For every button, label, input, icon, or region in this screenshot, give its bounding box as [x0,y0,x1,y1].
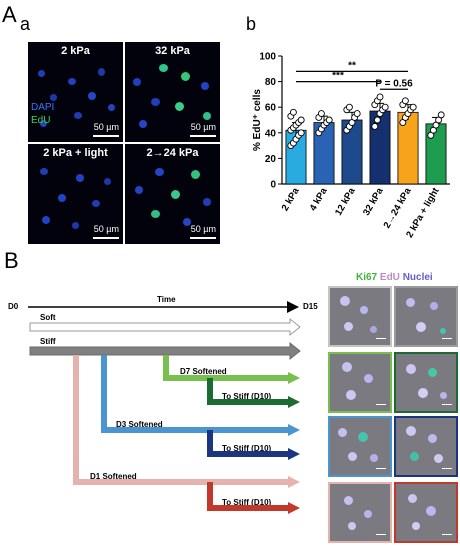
d1-to-stiff-arrow [288,502,300,514]
x-tick-label: 32 kPa [361,185,386,217]
nuclei-label: Nuclei [402,272,433,283]
edu-bar-chart: 0 20 40 60 80 100 % EdU⁺ cells 2 kPa 4 kPa 12 kPa… [252,52,450,240]
y-tick-label: 60 [265,103,277,114]
y-tick-label: 20 [265,154,277,165]
significance-label: *** [332,71,344,82]
legend-dapi: DAPI [31,102,55,113]
data-point [317,110,325,118]
micro-title: 2 kPa + light [43,147,108,159]
data-point [297,129,305,137]
panel-a-sub-a: a [20,14,31,34]
micro-title: 2 kPa [61,45,90,57]
data-point [297,116,305,124]
scale-label: 50 µm [93,122,119,132]
scale-label: 50 µm [190,122,216,132]
significance-label: P = 0.56 [375,78,413,89]
image-d1-to-stiff [394,482,458,543]
image-d7-to-stiff [394,352,458,413]
scale-bar [190,237,216,239]
scale-label: 50 µm [93,224,119,234]
panel-b-letter: B [4,248,19,273]
scale-bar [93,237,119,239]
data-point [373,116,381,124]
x-tick-label: 2 kPa [280,185,302,213]
edu-label: EdU [379,272,400,283]
x-tick-label: 2→24 kPa [382,185,414,230]
micro-title: 32 kPa [155,45,190,57]
panel-a-letter: A [2,2,17,27]
data-point [289,108,297,116]
micro-2kpa-light: 2 kPa + light 50 µm [28,144,123,244]
data-point [345,103,353,111]
d7-to-stiff-arrow [288,396,300,408]
x-tick-label: 12 kPa [333,185,358,217]
d1-to-stiff-label: To Stiff (D10) [222,498,272,507]
significance-label: ** [348,60,356,71]
data-point [437,111,445,119]
data-point [325,116,333,124]
y-tick-label: 80 [265,77,277,88]
micro-title: 2→24 kPa [146,147,199,159]
soft-arrow [29,317,301,337]
image-d1-softened [328,482,392,543]
panel-a-sub-b: b [246,14,257,34]
d7-softened-label: D7 Softened [180,367,227,376]
y-tick-label: 40 [265,128,277,139]
data-point [409,103,417,111]
data-point [371,122,379,130]
data-point [401,97,409,105]
x-tick-label: 4 kPa [308,185,330,213]
image-d3-to-stiff [394,416,458,477]
scale-bar [93,135,119,137]
d3-to-stiff-arrow [288,448,300,460]
d7-softened-arrow [288,372,300,384]
d3-softened-arrow [288,424,300,436]
y-tick-label: 100 [259,52,276,63]
y-axis-label: % EdU⁺ cells [252,89,263,151]
micro-2kpa: 2 kPa DAPI EdU 50 µm [28,42,123,142]
y-tick-label: 0 [270,180,276,191]
time-label: Time [157,295,176,304]
time-start-label: D0 [8,302,19,311]
stiff-label: Stiff [40,337,56,346]
scale-label: 50 µm [190,224,216,234]
micro-2-to-24kpa: 2→24 kPa 50 µm [125,144,220,244]
data-point [353,110,361,118]
image-d7-softened [328,352,392,413]
soft-label: Soft [40,313,56,322]
image-d3-softened [328,416,392,477]
time-end-label: D15 [303,302,318,311]
image-stiff [394,286,458,347]
legend-edu: EdU [31,115,51,126]
d1-softened-label: D1 Softened [90,472,137,481]
micro-32kpa: 32 kPa 50 µm [125,42,220,142]
image-column-header: Ki67 EdU Nuclei [356,272,433,283]
data-point [376,93,384,101]
ki67-label: Ki67 [356,272,378,283]
scale-bar [190,135,216,137]
d1-softened-arrow [288,476,300,488]
data-point [381,103,389,111]
d3-to-stiff-label: To Stiff (D10) [222,444,272,453]
timeline-diagram [28,301,301,514]
d7-to-stiff-label: To Stiff (D10) [222,392,272,401]
d3-softened-label: D3 Softened [116,420,163,429]
image-soft [328,286,392,347]
